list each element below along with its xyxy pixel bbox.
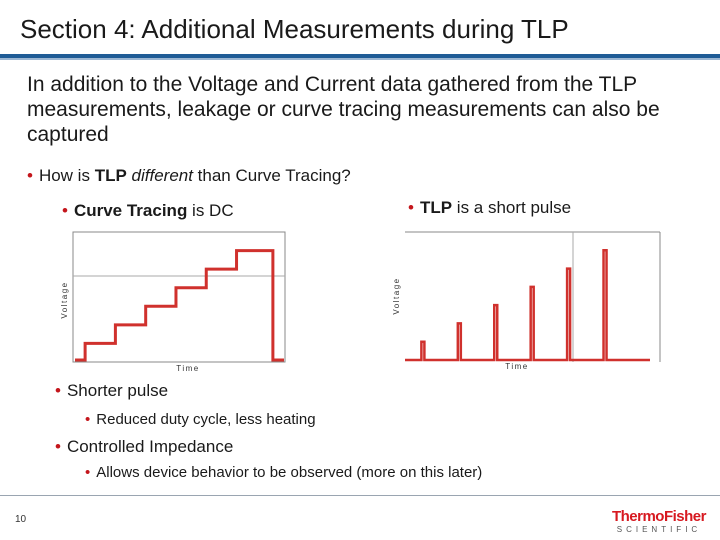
- question-italic: different: [126, 166, 193, 185]
- curve-tracing-bullet: • Curve Tracing is DC: [62, 201, 234, 221]
- tlp-pulse-chart: Voltage Time: [392, 231, 661, 371]
- bullet-dot-icon: •: [55, 437, 61, 456]
- curve-bullet-bold: Curve Tracing: [73, 201, 188, 220]
- staircase-trace: [75, 249, 284, 362]
- title-divider-accent: [0, 58, 720, 60]
- bullet-dot-icon: •: [85, 464, 91, 481]
- thermo-fisher-logo: ThermoFisher SCIENTIFIC: [611, 508, 707, 535]
- reduced-duty-bullet: • Reduced duty cycle, less heating: [85, 411, 316, 428]
- y-axis-label: Voltage: [392, 277, 401, 314]
- question-post: than Curve Tracing?: [192, 166, 351, 185]
- y-axis-label: Voltage: [60, 281, 69, 318]
- tlp-bullet-bold: TLP: [419, 198, 453, 217]
- question-pre: How is: [38, 166, 95, 185]
- logo-subtitle: SCIENTIFIC: [616, 525, 702, 534]
- allows-device-text: Allows device behavior to be observed (m…: [96, 464, 483, 481]
- controlled-impedance-text: Controlled Impedance: [66, 437, 234, 456]
- chart-frame: [72, 231, 286, 363]
- logo-wordmark: ThermoFisher: [611, 508, 707, 525]
- question-bullet: • How is TLP different than Curve Tracing…: [27, 166, 351, 186]
- x-axis-label: Time: [505, 362, 528, 371]
- bullet-dot-icon: •: [85, 411, 91, 428]
- bullet-dot-icon: •: [27, 166, 33, 185]
- intro-paragraph: In addition to the Voltage and Current d…: [27, 73, 660, 146]
- question-bold: TLP: [94, 166, 127, 185]
- allows-device-bullet: • Allows device behavior to be observed (…: [85, 464, 482, 481]
- pulse-trace: [405, 249, 650, 362]
- bullet-dot-icon: •: [62, 201, 68, 220]
- x-axis-label: Time: [176, 364, 199, 373]
- tlp-bullet: • TLP is a short pulse: [408, 198, 571, 218]
- footer-divider: [0, 495, 720, 496]
- controlled-impedance-bullet: • Controlled Impedance: [55, 437, 233, 457]
- curve-tracing-chart: Voltage Time: [60, 231, 286, 373]
- bullet-dot-icon: •: [55, 381, 61, 400]
- tlp-bullet-post: is a short pulse: [452, 198, 572, 217]
- shorter-pulse-bullet: • Shorter pulse: [55, 381, 168, 401]
- reduced-duty-text: Reduced duty cycle, less heating: [96, 411, 316, 428]
- title-divider: [0, 54, 720, 58]
- shorter-pulse-text: Shorter pulse: [66, 381, 169, 400]
- page-number: 10: [15, 514, 27, 525]
- curve-bullet-post: is DC: [187, 201, 234, 220]
- slide-title: Section 4: Additional Measurements durin…: [20, 14, 569, 44]
- bullet-dot-icon: •: [408, 198, 414, 217]
